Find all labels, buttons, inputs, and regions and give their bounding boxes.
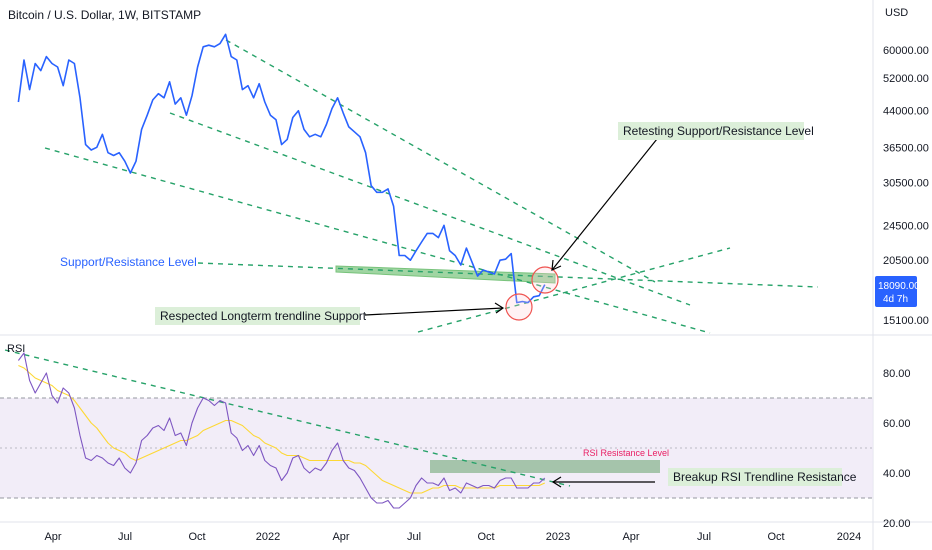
time-tick-label: Apr xyxy=(332,531,349,543)
time-tick-label: 2022 xyxy=(256,531,280,543)
arrow-retesting xyxy=(551,138,658,271)
support-resistance-label: Support/Resistance Level xyxy=(60,255,197,269)
price-badge xyxy=(875,276,917,307)
time-tick-label: Oct xyxy=(477,531,494,543)
retesting-label: Retesting Support/Resistance Level xyxy=(623,124,814,138)
rsi-tick-label: 80.00 xyxy=(883,368,911,380)
arrow-respected-head xyxy=(494,302,505,314)
respected-label-bg xyxy=(155,307,360,325)
price-badge-value: 18090.00 xyxy=(878,281,920,292)
trendline-support-resistance-level xyxy=(197,262,819,288)
breakup-label: Breakup RSI Trendline Resistance xyxy=(673,470,857,484)
trendline-longterm-support xyxy=(44,147,711,334)
rsi-pane-label: RSI xyxy=(7,343,25,355)
time-tick-label: Oct xyxy=(188,531,205,543)
support-resistance-zone xyxy=(335,265,556,284)
trendlines xyxy=(4,39,819,487)
rsi-line xyxy=(17,352,546,509)
arrow-respected xyxy=(364,307,504,316)
price-series xyxy=(17,33,546,304)
arrow-breakup-head xyxy=(551,476,562,488)
trendline-rsi-resistance xyxy=(4,349,571,487)
time-tick-label: Jul xyxy=(697,531,711,543)
price-tick-label: 30500.00 xyxy=(883,177,929,189)
price-tick-label: 24500.00 xyxy=(883,220,929,232)
time-tick-label: Jul xyxy=(407,531,421,543)
rsi-ma-line xyxy=(18,364,546,494)
arrow-retesting-head xyxy=(551,259,562,271)
rsi-tick-label: 60.00 xyxy=(883,418,911,430)
trendline-mid-channel xyxy=(169,112,691,306)
time-tick-label: 2024 xyxy=(837,531,861,543)
respected-label: Respected Longterm trendline Support xyxy=(160,309,367,323)
price-tick-label: 60000.00 xyxy=(883,45,929,57)
price-tick-label: 20500.00 xyxy=(883,255,929,267)
price-tick-label: 44000.00 xyxy=(883,106,929,118)
currency-label: USD xyxy=(885,7,908,19)
chart-title: Bitcoin / U.S. Dollar, 1W, BITSTAMP xyxy=(8,8,201,22)
price-line xyxy=(17,33,546,304)
price-tick-label: 52000.00 xyxy=(883,73,929,85)
price-tick-label: 36500.00 xyxy=(883,142,929,154)
price-axis-ticks: 60000.00 52000.00 44000.00 36500.00 30500.00… xyxy=(883,45,929,327)
rsi-resistance-label: RSI Resistance Level xyxy=(583,448,669,458)
time-tick-label: 2023 xyxy=(546,531,570,543)
time-tick-label: Oct xyxy=(767,531,784,543)
breakup-label-bg xyxy=(668,468,842,486)
rsi-tick-label: 20.00 xyxy=(883,518,911,530)
time-tick-label: Jul xyxy=(118,531,132,543)
time-tick-label: Apr xyxy=(622,531,639,543)
highlight-circle-retest xyxy=(531,266,559,294)
arrows xyxy=(364,138,658,488)
time-axis-ticks: Apr Jul Oct 2022 Apr Jul Oct 2023 Apr Jul Oct 2024 xyxy=(44,531,861,543)
rsi-resistance-zone xyxy=(430,460,660,473)
trendline-rising-support xyxy=(417,247,731,333)
rsi-series xyxy=(17,352,546,509)
trendline-upper-resistance xyxy=(225,39,656,283)
rsi-ma-series xyxy=(18,364,546,494)
price-badge-countdown: 4d 7h xyxy=(883,294,908,305)
retesting-label-bg xyxy=(618,122,804,140)
rsi-tick-label: 40.00 xyxy=(883,468,911,480)
highlight-circle-respected xyxy=(505,293,533,321)
time-tick-label: Apr xyxy=(44,531,61,543)
price-tick-label: 15100.00 xyxy=(883,315,929,327)
rsi-axis-ticks: 80.00 60.00 40.00 20.00 xyxy=(883,368,911,530)
